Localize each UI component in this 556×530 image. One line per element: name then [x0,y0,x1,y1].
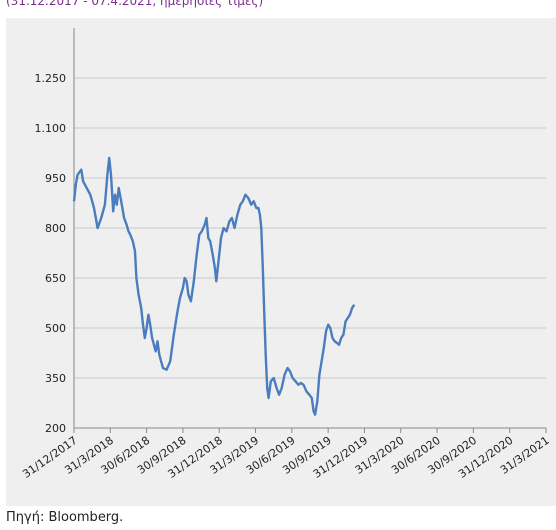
y-tick-label: 500 [45,322,66,335]
y-tick-label: 1.250 [35,72,67,85]
y-tick-label: 350 [45,372,66,385]
y-tick-label: 1.100 [35,122,67,135]
series-line [72,156,356,416]
y-tick-label: 650 [45,272,66,285]
source-note: Πηγή: Bloomberg. [6,510,124,525]
chart-panel: 200 350 500 650 800 950 1.100 1.250 31/12/2017 3… [6,18,556,506]
chart-caption: (31.12.2017 - 07.4.2021, ημερήσιες τιμές… [6,0,264,8]
y-tick-label: 950 [45,172,66,185]
y-tick-label: 200 [45,422,66,435]
y-tick-label: 800 [45,222,66,235]
